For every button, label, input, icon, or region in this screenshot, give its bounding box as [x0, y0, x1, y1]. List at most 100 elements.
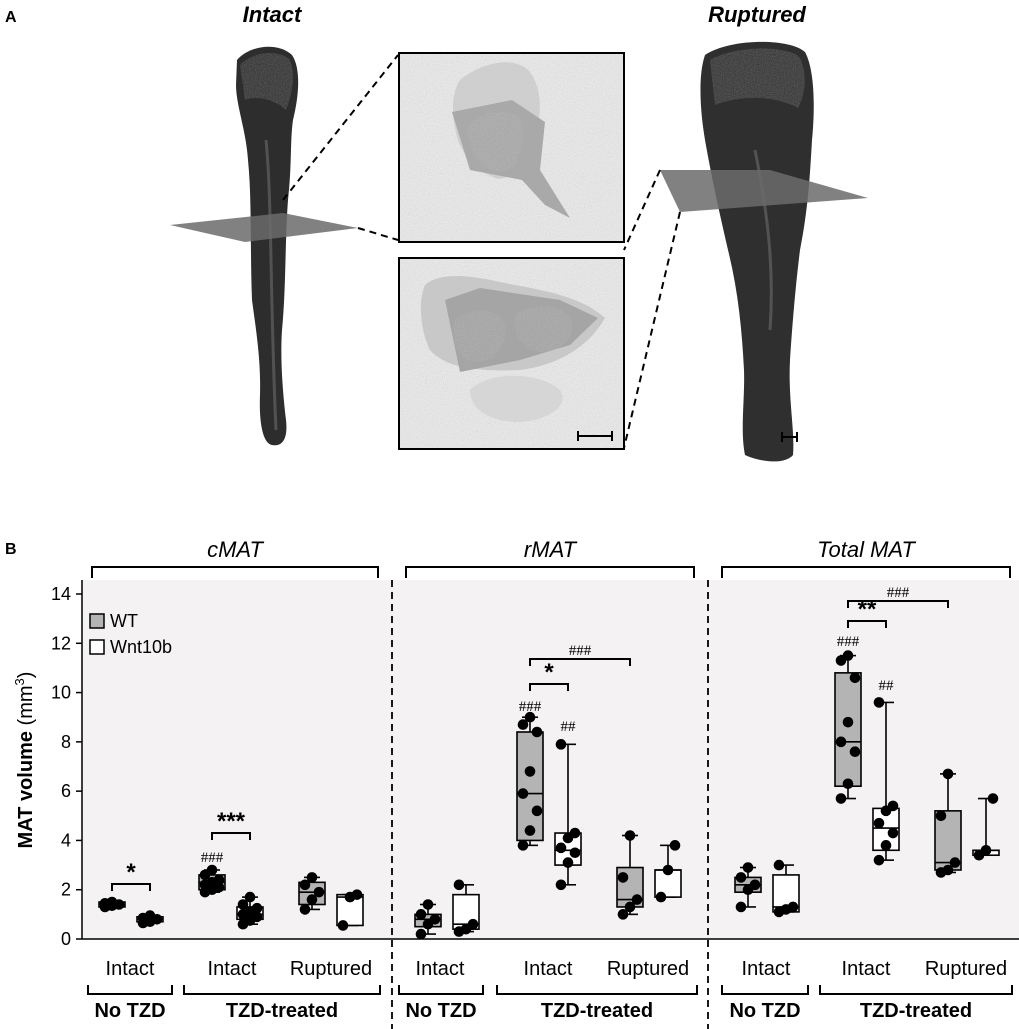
group-brackets: No TZD TZD-treated No TZD TZD-treated No… — [87, 985, 1013, 1022]
significance-bracket — [847, 600, 949, 608]
significance-label: ** — [858, 596, 877, 623]
significance-bracket — [211, 832, 251, 840]
box-cmat-5 — [336, 889, 364, 931]
y-tick-label: 12 — [51, 633, 71, 653]
data-point — [517, 840, 529, 851]
data-point — [887, 800, 899, 812]
section-total-header: Total MAT — [721, 537, 1011, 578]
plot-background — [82, 580, 1019, 939]
data-point — [306, 872, 318, 883]
intact-section-plane — [170, 213, 358, 242]
data-point — [624, 901, 636, 913]
y-tick-label: 2 — [61, 880, 71, 900]
significance-hash: ## — [879, 678, 895, 694]
significance-label: * — [126, 859, 136, 886]
data-point — [313, 886, 325, 898]
data-point — [880, 840, 892, 851]
data-point — [422, 899, 434, 910]
box-total-mat-0 — [734, 862, 762, 913]
ruptured-scale-bar — [781, 432, 798, 442]
data-point — [662, 864, 674, 876]
data-point — [669, 840, 681, 851]
data-point — [467, 918, 479, 930]
ruptured-zoom-line-bottom — [623, 211, 681, 449]
significance-annotations: ****###*########**######## — [111, 585, 949, 891]
significance-hash: ### — [837, 634, 860, 650]
data-point — [742, 862, 754, 873]
significance-hash: ### — [201, 850, 224, 866]
data-point — [555, 842, 567, 854]
data-point — [531, 726, 543, 738]
y-tick-label: 6 — [61, 781, 71, 801]
data-point — [655, 891, 667, 903]
significance-bracket — [529, 658, 631, 666]
data-point — [213, 874, 225, 886]
data-point — [531, 805, 543, 817]
group-cmat-tzd: TZD-treated — [226, 1000, 338, 1022]
data-point — [251, 902, 263, 914]
significance-label: *** — [217, 808, 246, 835]
box-total-mat-4 — [934, 768, 962, 878]
legend-swatch-wnt10b — [89, 639, 105, 655]
section-title-total-mat: Total MAT — [817, 537, 916, 562]
data-point — [942, 864, 954, 876]
data-point — [415, 928, 427, 940]
significance-label: ### — [887, 585, 910, 601]
data-point — [524, 766, 536, 777]
box-rmat-5 — [654, 840, 682, 903]
section-title-cmat: cMAT — [207, 537, 264, 562]
data-point — [624, 830, 636, 841]
y-tick-label: 4 — [61, 830, 71, 850]
cat-cmat-notzd-intact: Intact — [106, 958, 155, 980]
box-total-mat-2 — [834, 650, 862, 804]
group-rmat-tzd: TZD-treated — [541, 1000, 653, 1022]
data-point — [555, 879, 567, 891]
box-rmat-4 — [616, 830, 644, 920]
cat-rmat-notzd-intact: Intact — [416, 958, 465, 980]
data-point — [569, 827, 581, 839]
data-point — [773, 859, 785, 871]
legend-label-wt: WT — [110, 611, 138, 631]
box-total-mat-5 — [972, 793, 1000, 861]
data-point — [949, 857, 961, 868]
legend: WT Wnt10b — [89, 611, 172, 657]
data-point — [237, 899, 249, 910]
data-point — [617, 909, 629, 920]
box-rmat-0 — [414, 899, 442, 940]
box-total-mat-1 — [772, 859, 800, 918]
box-rmat-3 — [554, 739, 582, 891]
data-point — [106, 896, 118, 908]
y-axis-label: MAT volume (mm3) — [12, 672, 37, 849]
ruptured-bone-image — [700, 41, 814, 462]
data-point — [749, 879, 761, 891]
ruptured-cross-section-inset — [398, 257, 625, 450]
data-point — [631, 894, 643, 905]
group-rmat-notzd: No TZD — [405, 1000, 476, 1022]
group-total-tzd: TZD-treated — [860, 1000, 972, 1022]
data-point — [517, 788, 529, 799]
data-point — [980, 844, 992, 856]
data-point — [415, 909, 427, 920]
legend-label-wnt10b: Wnt10b — [110, 637, 172, 657]
significance-bracket — [847, 620, 887, 628]
data-point — [873, 817, 885, 829]
data-point — [517, 719, 529, 730]
data-point — [787, 901, 799, 913]
data-point — [206, 864, 218, 876]
box-cmat-1 — [136, 910, 164, 929]
data-point — [842, 650, 854, 661]
data-point — [835, 736, 847, 748]
y-tick-label: 14 — [51, 584, 71, 604]
data-point — [306, 894, 318, 905]
ruptured-title: Ruptured — [708, 2, 806, 27]
ruptured-section-plane — [660, 170, 868, 212]
data-point — [351, 889, 363, 900]
cat-total-tzd-ruptured: Ruptured — [925, 958, 1007, 980]
box-total-mat-3 — [872, 697, 900, 866]
data-point — [617, 872, 629, 883]
cat-total-notzd-intact: Intact — [742, 958, 791, 980]
section-cmat-header: cMAT — [91, 537, 379, 578]
data-point — [735, 901, 747, 913]
data-point — [555, 739, 567, 750]
